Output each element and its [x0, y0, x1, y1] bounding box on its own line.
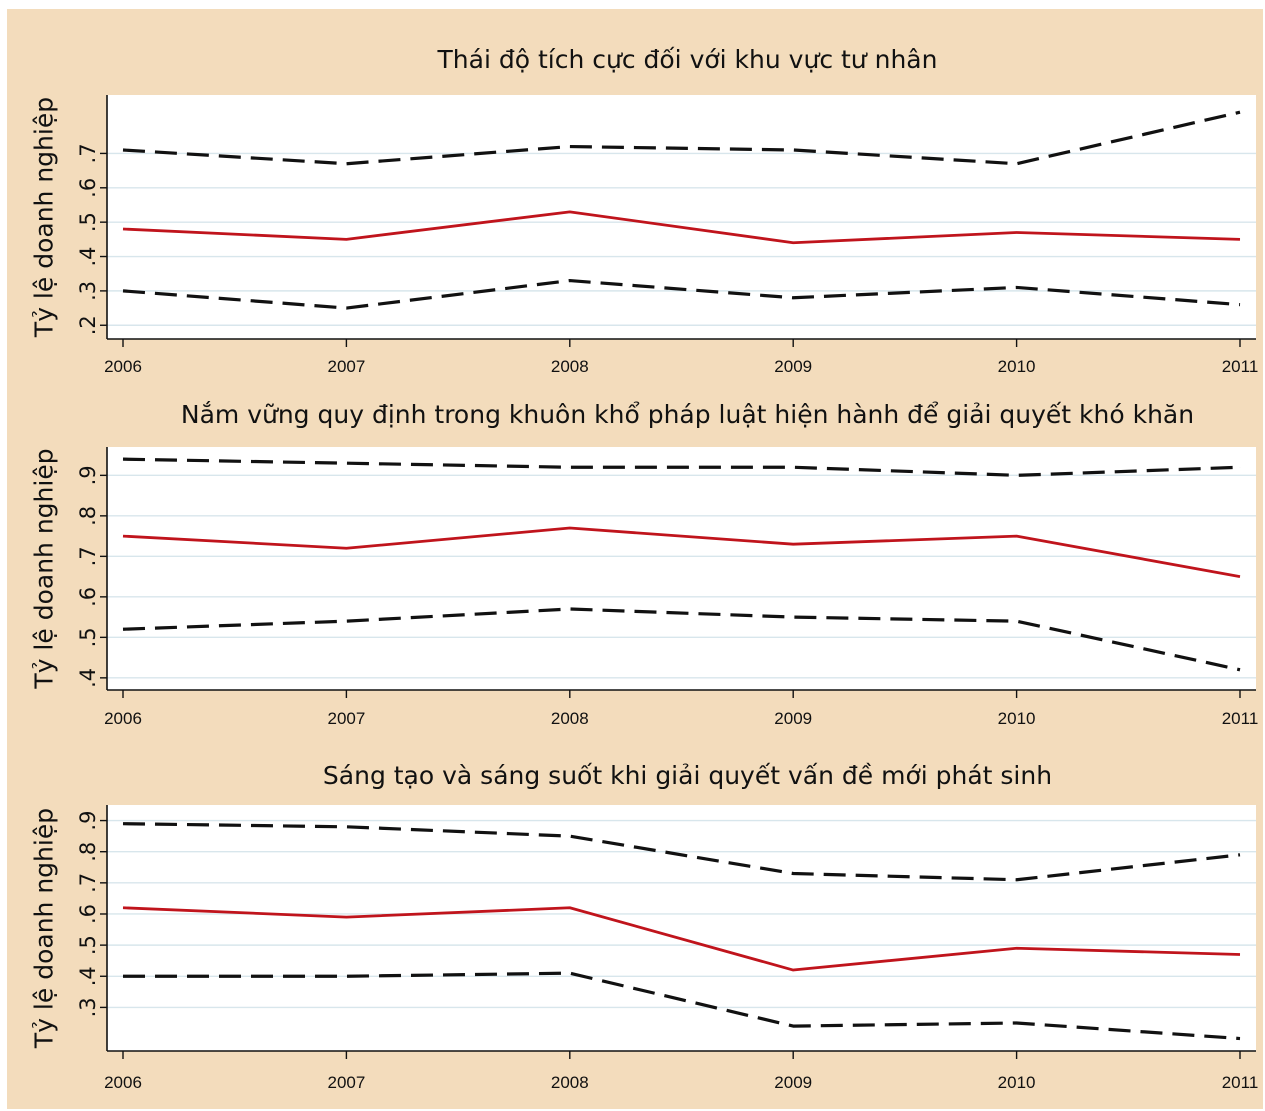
series-line-solid: [122, 210, 1241, 245]
x-tick-label: 2011: [1222, 357, 1259, 376]
chart-title: Sáng tạo và sáng suốt khi giải quyết vấn…: [323, 761, 1052, 790]
y-tick-label: .6: [76, 904, 100, 924]
y-tick-label: .9: [76, 811, 100, 831]
x-tick-label: 2008: [551, 1073, 589, 1092]
y-tick-label: .7: [76, 546, 100, 566]
x-tick-label: 2009: [774, 1073, 812, 1092]
x-tick-label: 2010: [998, 1073, 1036, 1092]
chart-title: Nắm vững quy định trong khuôn khổ pháp l…: [181, 400, 1194, 429]
x-tick-label: 2010: [998, 357, 1036, 376]
y-axis-label: Tỷ lệ doanh nghiệp: [30, 808, 59, 1049]
y-tick-label: .8: [76, 842, 100, 862]
y-tick-label: .9: [76, 465, 100, 485]
x-tick-label: 2006: [104, 1073, 142, 1092]
series-line-dashed: [122, 457, 1241, 477]
x-tick-label: 2009: [774, 357, 812, 376]
series-line-dashed: [122, 110, 1241, 166]
y-tick-label: .3: [76, 997, 100, 1017]
y-tick-label: .8: [76, 506, 100, 526]
y-tick-label: .4: [76, 668, 100, 688]
x-tick-label: 2011: [1222, 709, 1259, 728]
y-tick-label: .7: [76, 143, 100, 163]
series-line-dashed: [123, 971, 1241, 1041]
x-tick-label: 2006: [104, 709, 142, 728]
y-tick-label: .3: [76, 281, 100, 301]
x-tick-label: 2007: [327, 709, 365, 728]
x-tick-label: 2007: [327, 1073, 365, 1092]
y-axis-label: Tỷ lệ doanh nghiệp: [30, 97, 59, 338]
series-line-dashed: [122, 822, 1241, 882]
series-line-solid: [122, 526, 1241, 578]
y-axis-label: Tỷ lệ doanh nghiệp: [30, 448, 59, 689]
y-tick-label: .2: [76, 315, 100, 335]
y-tick-label: .6: [76, 178, 100, 198]
x-tick-label: 2008: [551, 709, 589, 728]
chart-title: Thái độ tích cực đối với khu vực tư nhân: [437, 45, 938, 74]
series-line-dashed: [122, 607, 1241, 672]
y-tick-label: .7: [76, 873, 100, 893]
series-line-dashed: [122, 278, 1241, 310]
plot-area: [107, 447, 1256, 690]
x-tick-label: 2009: [774, 709, 812, 728]
y-tick-label: .4: [76, 246, 100, 266]
y-tick-label: .5: [76, 935, 100, 955]
x-tick-label: 2006: [104, 357, 142, 376]
chart-panel-3: .3 .4 .5 .6 .7 .8 .9 2006 2007 2008 2009 2010 2011 Sá…: [30, 761, 1259, 1092]
y-tick-label: .5: [76, 212, 100, 232]
chart-panel-2: .4 .5 .6 .7 .8 .9 2006 2007 2008 2009 2010 2011 Nắm …: [30, 400, 1259, 728]
x-tick-label: 2008: [551, 357, 589, 376]
y-tick-label: .5: [76, 627, 100, 647]
y-tick-label: .6: [76, 587, 100, 607]
x-tick-label: 2010: [998, 709, 1036, 728]
x-tick-label: 2007: [327, 357, 365, 376]
chart-panel-1: .2 .3 .4 .5 .6 .7 2006 2007 2008 2009 2010 2011 Thái…: [30, 45, 1259, 376]
series-line-solid: [122, 906, 1241, 972]
y-tick-label: .4: [76, 966, 100, 986]
plot-area: [107, 95, 1256, 339]
plot-area: [107, 805, 1256, 1051]
x-tick-label: 2011: [1222, 1073, 1259, 1092]
